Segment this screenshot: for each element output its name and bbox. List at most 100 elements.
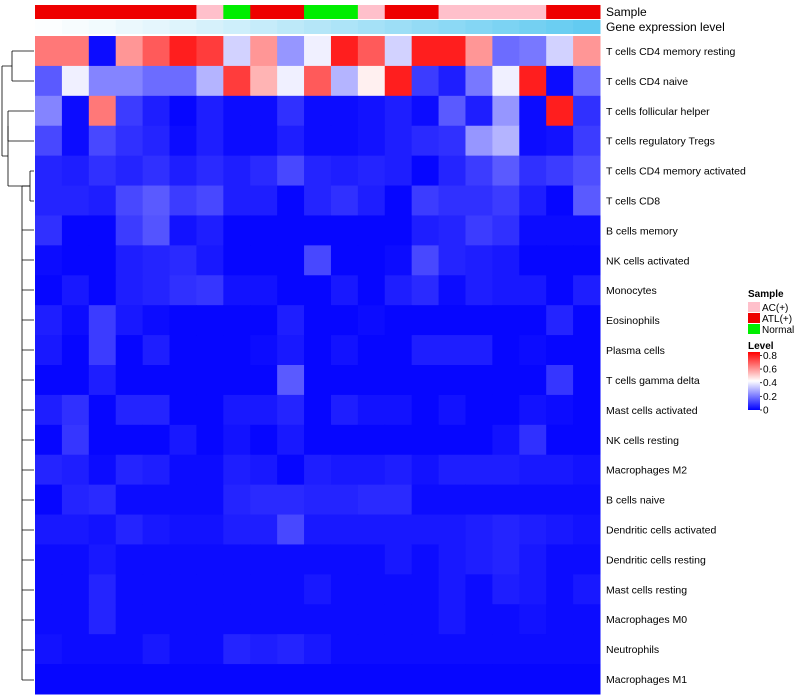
gene-expression-annotation-cell	[115, 20, 144, 34]
gene-expression-annotation-cell	[357, 20, 386, 34]
heatmap-cell	[384, 454, 413, 486]
heatmap-cell	[304, 365, 332, 396]
heatmap-cell	[88, 335, 117, 366]
heatmap-cell	[438, 155, 466, 187]
heatmap-cell	[330, 155, 359, 187]
heatmap-cell	[519, 275, 547, 306]
heatmap-cell	[250, 424, 278, 456]
heatmap-cell	[250, 215, 278, 246]
heatmap-cell	[357, 424, 386, 456]
gene-expression-annotation-cell	[88, 20, 117, 34]
heatmap-cell	[169, 454, 197, 486]
heatmap-cell	[438, 185, 466, 216]
heatmap-cell	[196, 125, 224, 157]
heatmap-cell	[169, 275, 197, 306]
heatmap-cell	[546, 95, 574, 127]
heatmap-cell	[438, 305, 466, 336]
heatmap-cell	[492, 454, 520, 486]
heatmap-cell	[546, 125, 574, 157]
heatmap-cell	[88, 634, 117, 665]
heatmap-cell	[330, 36, 359, 67]
heatmap-cell	[546, 365, 574, 396]
heatmap-cell	[519, 245, 547, 276]
heatmap-cell	[88, 664, 117, 695]
heatmap-cell	[88, 424, 117, 456]
heatmap-cell	[35, 365, 63, 396]
heatmap-cell	[115, 36, 144, 67]
heatmap-cell	[142, 365, 171, 396]
heatmap-cell	[250, 544, 278, 575]
gene-expression-annotation-cell	[384, 20, 413, 34]
heatmap-cell	[573, 664, 601, 695]
heatmap-cell	[115, 424, 144, 456]
heatmap-cell	[304, 335, 332, 366]
heatmap-cell	[304, 36, 332, 67]
heatmap-cell	[304, 155, 332, 187]
heatmap-cell	[88, 65, 117, 97]
heatmap-cell	[411, 394, 440, 426]
gene-expression-annotation-cell	[223, 20, 251, 34]
heatmap-cell	[573, 484, 601, 516]
heatmap-cell	[142, 424, 171, 456]
heatmap-cell	[330, 514, 359, 545]
heatmap-cell	[277, 365, 305, 396]
legend: Sample AC(+)ATL(+)Normal Level 0.8 0.6 0.4…	[748, 289, 794, 417]
heatmap-cell	[196, 365, 224, 396]
heatmap-cell	[384, 604, 413, 635]
heatmap-cell	[357, 664, 386, 695]
heatmap-cell	[223, 155, 251, 187]
heatmap-cell	[438, 454, 466, 486]
heatmap-cell	[304, 305, 332, 336]
heatmap-cell	[88, 604, 117, 635]
heatmap-cell	[492, 604, 520, 635]
heatmap-cell	[573, 454, 601, 486]
heatmap-cell	[142, 454, 171, 486]
heatmap-cell	[169, 544, 197, 575]
heatmap-cell	[250, 604, 278, 635]
gene-expression-annotation-cell	[546, 20, 574, 34]
heatmap-cell	[546, 634, 574, 665]
heatmap-cell	[250, 454, 278, 486]
row-label: Macrophages M2	[606, 465, 687, 477]
heatmap-cell	[35, 185, 63, 216]
row-label: Macrophages M0	[606, 614, 687, 626]
heatmap-cell	[384, 394, 413, 426]
heatmap-cell	[330, 95, 359, 127]
heatmap-cell	[250, 245, 278, 276]
gene-expression-annotation-cell	[35, 20, 63, 34]
heatmap-cell	[277, 155, 305, 187]
heatmap-cell	[357, 394, 386, 426]
heatmap-cell	[519, 574, 547, 605]
sample-annotation-cell	[438, 5, 466, 19]
heatmap-cell	[35, 424, 63, 456]
sample-annotation-cell	[411, 5, 440, 19]
heatmap-cell	[438, 65, 466, 97]
heatmap-cell	[357, 604, 386, 635]
heatmap-cell	[492, 215, 520, 246]
heatmap-grid	[35, 36, 601, 695]
gene-expression-annotation-cell	[330, 20, 359, 34]
heatmap-cell	[304, 604, 332, 635]
heatmap-cell	[330, 544, 359, 575]
legend-level-colorbar	[748, 352, 760, 410]
legend-level-tick-label: 0.8	[763, 351, 777, 362]
heatmap-cell	[357, 365, 386, 396]
heatmap-cell	[61, 454, 90, 486]
heatmap-cell	[519, 664, 547, 695]
heatmap-cell	[330, 484, 359, 516]
heatmap-cell	[169, 125, 197, 157]
heatmap-cell	[88, 574, 117, 605]
gene-expression-annotation-cell	[277, 20, 305, 34]
heatmap-cell	[411, 305, 440, 336]
heatmap-cell	[384, 95, 413, 127]
heatmap-cell	[88, 155, 117, 187]
legend-sample-swatch	[748, 324, 760, 334]
heatmap-cell	[35, 454, 63, 486]
heatmap-cell	[304, 275, 332, 306]
heatmap-cell	[573, 275, 601, 306]
heatmap-cell	[35, 245, 63, 276]
heatmap-cell	[411, 574, 440, 605]
heatmap-cell	[438, 394, 466, 426]
heatmap-cell	[115, 604, 144, 635]
heatmap-cell	[61, 514, 90, 545]
